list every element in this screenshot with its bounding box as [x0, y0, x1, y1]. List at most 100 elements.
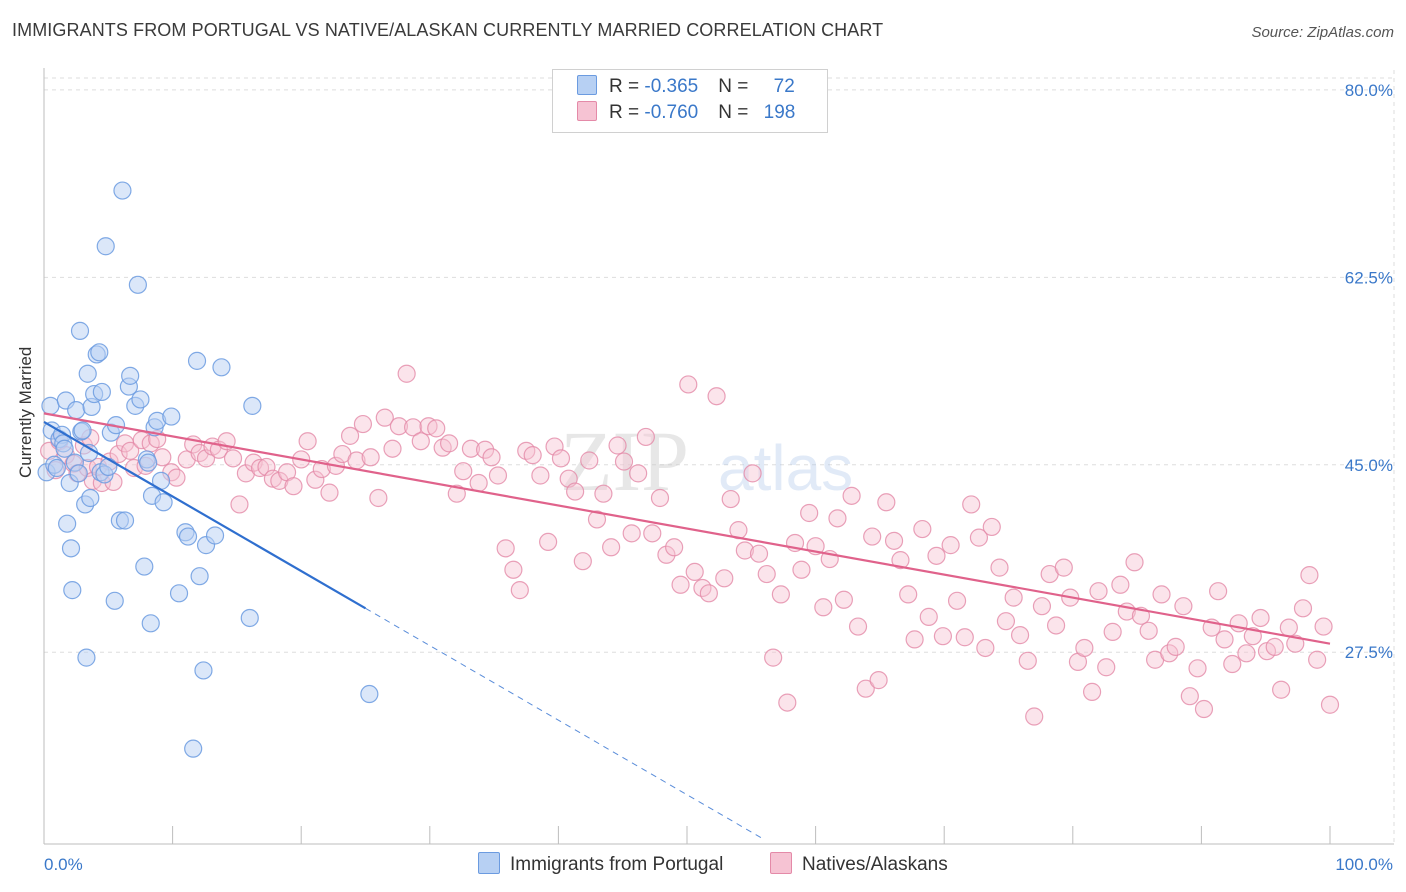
data-point-natives	[941, 536, 960, 555]
data-point-natives	[869, 671, 888, 690]
data-point-natives	[1089, 582, 1108, 601]
data-point-natives	[545, 437, 564, 456]
data-point-natives	[469, 473, 488, 493]
data-point-natives	[1025, 707, 1044, 726]
data-point-natives	[475, 440, 495, 459]
data-point-natives	[523, 446, 542, 465]
data-point-natives	[636, 427, 655, 447]
data-point-portugal	[190, 567, 209, 586]
data-point-natives	[721, 489, 740, 509]
data-point-natives	[1272, 680, 1291, 699]
data-point-natives	[167, 468, 186, 487]
data-point-portugal	[70, 321, 90, 340]
data-point-natives	[685, 562, 704, 582]
data-point-natives	[454, 462, 473, 481]
data-point-portugal	[58, 514, 77, 533]
data-point-natives	[899, 585, 918, 604]
legend-r-value: -0.365	[644, 76, 699, 97]
bottom-legend-label-pink: Natives/Alaskans	[802, 854, 948, 875]
data-point-portugal	[360, 684, 379, 704]
data-point-portugal	[187, 351, 207, 370]
trend-line-portugal	[43, 420, 367, 610]
data-point-portugal	[135, 557, 154, 576]
data-point-natives	[1054, 558, 1073, 577]
data-point-natives	[919, 607, 938, 626]
data-point-natives	[284, 477, 303, 496]
data-point-portugal	[128, 275, 147, 294]
data-point-portugal	[212, 358, 231, 377]
bottom-legend-series2: Natives/Alaskans	[770, 852, 948, 876]
data-point-natives	[230, 495, 249, 514]
data-point-natives	[1125, 553, 1144, 572]
data-point-portugal	[77, 648, 96, 667]
data-point-portugal	[96, 237, 115, 256]
data-point-natives	[905, 630, 924, 649]
data-point-natives	[877, 493, 896, 512]
data-point-natives	[976, 638, 995, 658]
data-point-portugal	[139, 453, 158, 472]
data-point-natives	[834, 590, 853, 609]
bottom-legend-label-blue: Immigrants from Portugal	[510, 854, 724, 875]
data-point-natives	[947, 591, 967, 610]
data-point-natives	[735, 541, 754, 560]
data-point-natives	[573, 552, 592, 571]
data-point-natives	[608, 436, 627, 455]
data-point-natives	[1265, 637, 1284, 656]
y-axis-label: Currently Married	[16, 346, 35, 478]
legend-n-value: 72	[773, 76, 795, 97]
data-point-natives	[1103, 622, 1122, 641]
data-point-natives	[427, 419, 446, 438]
data-point-portugal	[78, 364, 97, 383]
legend-row-pink: R = -0.760 N = 198	[577, 101, 795, 127]
legend-r-label: R =	[609, 102, 645, 123]
data-point-natives	[109, 444, 128, 464]
data-point-natives	[594, 484, 613, 503]
data-point-portugal	[184, 739, 203, 758]
data-point-portugal	[194, 661, 213, 680]
data-point-portugal	[240, 608, 259, 628]
data-point-natives	[320, 483, 339, 502]
y-tick-label: 62.5%	[1345, 268, 1393, 287]
data-point-natives	[1279, 618, 1298, 637]
data-point-natives	[461, 439, 481, 458]
data-point-natives	[1139, 621, 1158, 640]
data-point-portugal	[92, 382, 111, 402]
data-point-natives	[1237, 644, 1256, 663]
data-point-natives	[1018, 651, 1037, 670]
data-point-natives	[671, 575, 690, 594]
data-point-natives	[566, 482, 585, 501]
data-point-natives	[496, 539, 515, 558]
trend-line-portugal-extension	[365, 607, 765, 840]
legend-row-blue: R = -0.365 N = 72	[577, 75, 795, 101]
data-point-portugal	[113, 181, 132, 200]
data-point-natives	[1010, 626, 1030, 645]
data-point-natives	[1166, 637, 1185, 656]
data-point-natives	[814, 598, 833, 617]
data-point-natives	[1180, 687, 1199, 706]
data-point-natives	[551, 449, 571, 468]
data-point-portugal	[69, 464, 88, 483]
data-point-natives	[298, 432, 317, 451]
data-point-natives	[955, 628, 974, 647]
watermark-atlas: atlas	[718, 432, 853, 504]
data-point-portugal	[99, 457, 118, 477]
data-point-natives	[771, 585, 790, 604]
data-point-natives	[539, 532, 558, 552]
data-point-portugal	[81, 488, 100, 508]
series-natives-alaskans	[40, 364, 1340, 726]
data-point-natives	[1314, 617, 1333, 636]
data-point-natives	[403, 418, 423, 437]
data-point-natives	[1300, 566, 1319, 585]
data-point-natives	[340, 426, 360, 445]
data-point-portugal	[41, 396, 60, 415]
bottom-legend-series1: Immigrants from Portugal	[478, 852, 723, 876]
data-point-natives	[397, 364, 416, 383]
source-label: Source: ZipAtlas.com	[1251, 24, 1394, 41]
data-point-natives	[884, 531, 904, 550]
legend-n-label: N =	[718, 102, 754, 123]
data-point-portugal	[141, 614, 160, 633]
data-point-natives	[927, 546, 946, 565]
bottom-legend-swatch-blue	[478, 852, 500, 874]
data-point-natives	[707, 387, 726, 406]
data-point-natives	[743, 464, 762, 483]
